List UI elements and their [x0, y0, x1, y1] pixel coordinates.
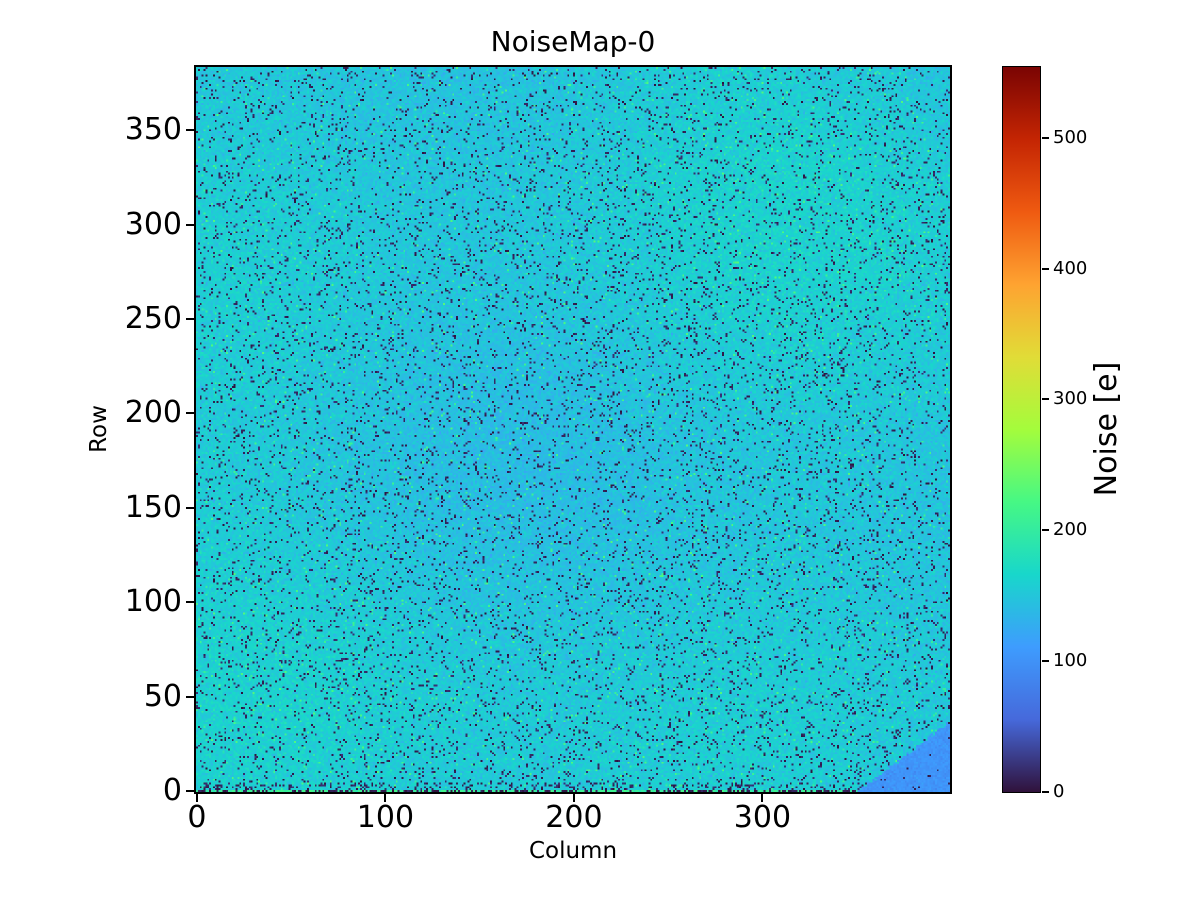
chart-title: NoiseMap-0: [490, 25, 656, 58]
y-tick-label: 250: [124, 301, 182, 337]
x-tick-label: 200: [545, 800, 603, 835]
y-tick-mark: [186, 695, 194, 698]
y-tick-mark: [186, 601, 194, 604]
y-axis-label: Row: [86, 405, 112, 453]
y-tick-label: 150: [124, 489, 182, 525]
colorbar-tick-mark: [1042, 660, 1049, 663]
noise-heatmap-canvas: [196, 67, 950, 792]
colorbar-tick-mark: [1042, 136, 1049, 139]
y-tick-mark: [186, 318, 194, 321]
colorbar-tick-label: 100: [1053, 650, 1088, 672]
colorbar-tick-mark: [1042, 398, 1049, 401]
y-tick-mark: [186, 223, 194, 226]
x-tick-mark: [384, 794, 387, 802]
y-tick-label: 300: [124, 206, 182, 242]
x-tick-label: 300: [733, 800, 792, 835]
y-tick-mark: [186, 412, 194, 415]
x-tick-mark: [761, 794, 764, 802]
x-tick-mark: [572, 794, 575, 802]
x-tick-label: 0: [187, 800, 207, 835]
colorbar-tick-label: 0: [1053, 781, 1065, 802]
colorbar-tick-label: 200: [1053, 519, 1088, 541]
colorbar: [1002, 66, 1041, 793]
x-axis-label: Column: [528, 838, 618, 864]
colorbar-tick-mark: [1042, 529, 1049, 532]
x-tick-label: 100: [356, 800, 415, 835]
y-tick-mark: [186, 790, 194, 793]
x-tick-mark: [195, 794, 198, 802]
colorbar-tick-mark: [1042, 791, 1049, 793]
y-tick-mark: [186, 506, 194, 509]
colorbar-label: Noise [e]: [1089, 361, 1124, 497]
colorbar-tick-label: 300: [1053, 388, 1088, 410]
y-tick-label: 100: [124, 584, 182, 620]
colorbar-tick-label: 400: [1053, 257, 1088, 279]
colorbar-tick-mark: [1042, 267, 1049, 270]
y-tick-label: 0: [162, 773, 182, 809]
y-tick-mark: [186, 129, 194, 132]
colorbar-tick-label: 500: [1053, 126, 1088, 148]
y-tick-label: 350: [124, 112, 182, 148]
y-tick-label: 200: [124, 395, 182, 431]
plot-area: [194, 65, 952, 794]
y-tick-label: 50: [143, 678, 182, 714]
